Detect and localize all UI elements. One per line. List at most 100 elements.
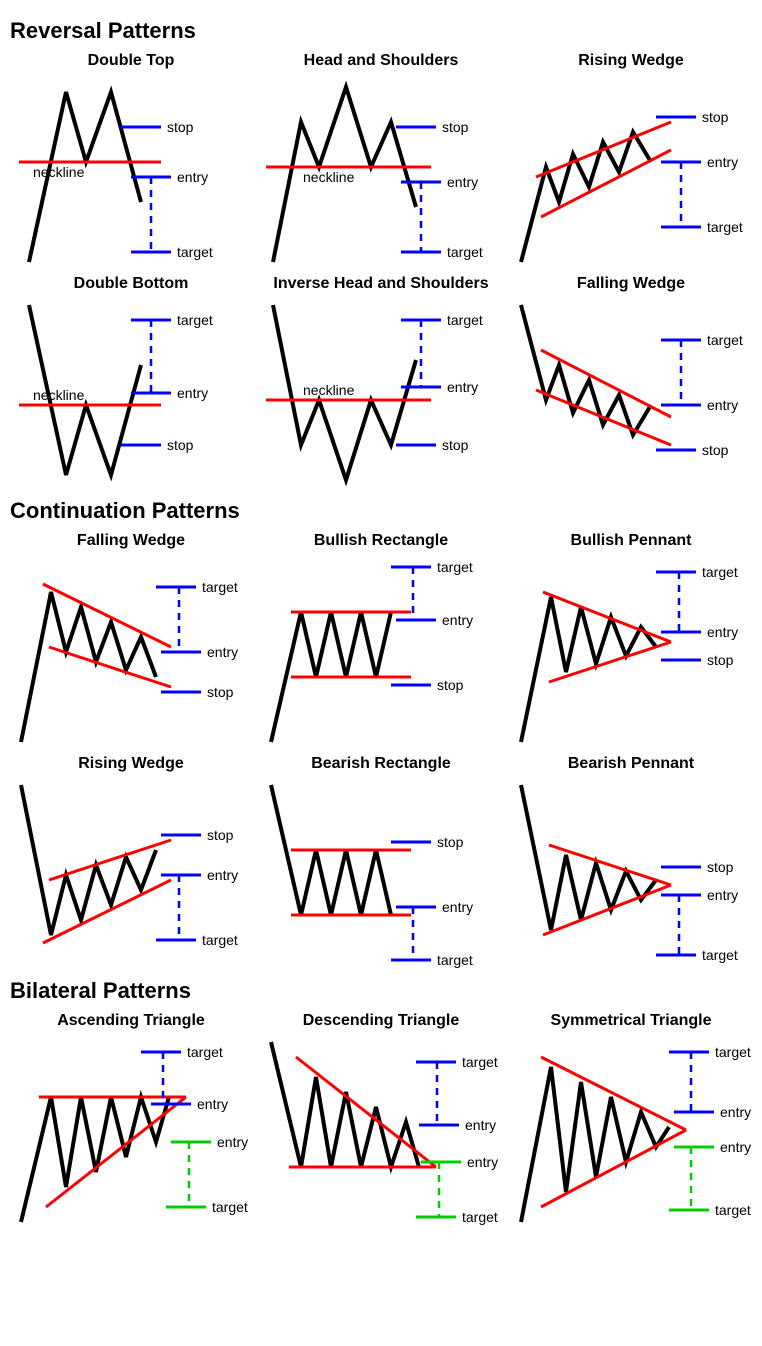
pattern-grid: Double TopstopentrytargetnecklineHead an… (10, 48, 752, 490)
pattern-cell-double-bottom: Double Bottomtargetentrystopneckline (10, 271, 252, 490)
entry-label: entry (707, 624, 738, 640)
target-label: target (202, 579, 238, 595)
target-label-alt: target (212, 1199, 248, 1215)
trend-line (536, 122, 671, 177)
stop-label: stop (702, 442, 729, 458)
pattern-diagram: stop entry target (11, 775, 251, 970)
stop-label: stop (207, 827, 234, 843)
entry-label: entry (442, 899, 473, 915)
pattern-cell-falling-wedge-rev: Falling Wedge targetentrystop (510, 271, 752, 490)
neckline-label: neckline (303, 382, 355, 398)
target-label: target (707, 219, 743, 235)
stop-label: stop (167, 119, 194, 135)
target-label: target (187, 1044, 223, 1060)
target-label-alt: target (462, 1209, 498, 1225)
target-label: target (202, 932, 238, 948)
entry-label: entry (707, 887, 738, 903)
section-title: Bilateral Patterns (10, 978, 752, 1004)
price-line (521, 1067, 669, 1222)
target-label: target (177, 312, 213, 328)
pattern-cell-bearish-rect: Bearish Rectanglestopentrytarget (260, 751, 502, 970)
entry-label: entry (720, 1104, 751, 1120)
stop-label: stop (707, 859, 734, 875)
pattern-title: Double Top (88, 52, 175, 70)
neckline-label: neckline (33, 387, 85, 403)
pattern-diagram: target entry stop neckline (261, 295, 501, 490)
trend-line (541, 350, 671, 417)
pattern-title: Double Bottom (74, 275, 189, 293)
pattern-diagram: targetentrystopneckline (11, 295, 251, 490)
price-line (271, 1042, 419, 1167)
pattern-cell-rising-wedge-cont: Rising Wedge stop entry target (10, 751, 252, 970)
pattern-diagram: targetentrystop (261, 552, 501, 747)
pattern-diagram: target entry stop (11, 552, 251, 747)
entry-label: entry (177, 169, 208, 185)
stop-label: stop (207, 684, 234, 700)
pattern-cell-bullish-pennant: Bullish Pennant target entry stop (510, 528, 752, 747)
pattern-title: Ascending Triangle (57, 1012, 205, 1030)
entry-label-alt: entry (217, 1134, 248, 1150)
pattern-title: Bullish Pennant (571, 532, 692, 550)
entry-label: entry (465, 1117, 496, 1133)
target-label: target (707, 332, 743, 348)
target-label-alt: target (715, 1202, 751, 1218)
pattern-diagram: targetentryentrytarget (261, 1032, 501, 1227)
stop-label: stop (442, 437, 469, 453)
trend-line (541, 1057, 686, 1130)
target-label: target (447, 244, 483, 260)
pattern-diagram: stopentrytargetneckline (261, 72, 501, 267)
pattern-cell-sym-triangle: Symmetrical Triangletargetentryentrytarg… (510, 1008, 752, 1227)
pattern-diagram: target entry entry target (11, 1032, 251, 1227)
pattern-cell-inv-head-shoulders: Inverse Head and Shoulderstargetentrysto… (260, 271, 502, 490)
pattern-cell-falling-wedge-cont: Falling Wedge target entry stop (10, 528, 252, 747)
pattern-title: Falling Wedge (77, 532, 185, 550)
stop-label: stop (702, 109, 729, 125)
entry-label: entry (447, 174, 478, 190)
pattern-title: Bearish Pennant (568, 755, 694, 773)
pattern-grid: Ascending Triangletargetentryentrytarget… (10, 1008, 752, 1227)
pattern-grid: Falling WedgetargetentrystopBullish Rect… (10, 528, 752, 970)
pattern-diagram: target entry entry target (511, 1032, 751, 1227)
target-label: target (702, 564, 738, 580)
target-label: target (462, 1054, 498, 1070)
pattern-title: Falling Wedge (577, 275, 685, 293)
section-title: Continuation Patterns (10, 498, 752, 524)
pattern-cell-bearish-pennant: Bearish Pennant stop entry target (510, 751, 752, 970)
entry-label: entry (447, 379, 478, 395)
target-label: target (715, 1044, 751, 1060)
pattern-diagram: targetentrystop (511, 295, 751, 490)
pattern-cell-desc-triangle: Descending Triangletargetentryentrytarge… (260, 1008, 502, 1227)
entry-label: entry (197, 1096, 228, 1112)
pattern-diagram: target entry stop (511, 552, 751, 747)
stop-label: stop (437, 677, 464, 693)
entry-label: entry (207, 867, 238, 883)
stop-label: stop (167, 437, 194, 453)
price-line (21, 1097, 169, 1222)
pattern-cell-bullish-rect: Bullish Rectangle targetentrystop (260, 528, 502, 747)
section-title: Reversal Patterns (10, 18, 752, 44)
price-line (21, 592, 156, 742)
pattern-title: Rising Wedge (78, 755, 184, 773)
pattern-diagram: stopentrytarget (511, 72, 751, 267)
pattern-cell-double-top: Double Topstopentrytargetneckline (10, 48, 252, 267)
stop-label: stop (707, 652, 734, 668)
pattern-title: Bullish Rectangle (314, 532, 448, 550)
neckline-label: neckline (33, 164, 85, 180)
price-line (521, 305, 651, 435)
pattern-cell-head-shoulders: Head and Shouldersstopentrytargetnecklin… (260, 48, 502, 267)
pattern-cell-rising-wedge-rev: Rising Wedgestopentrytarget (510, 48, 752, 267)
entry-label-alt: entry (720, 1139, 751, 1155)
target-label: target (447, 312, 483, 328)
stop-label: stop (442, 119, 469, 135)
target-label: target (702, 947, 738, 963)
pattern-title: Bearish Rectangle (311, 755, 451, 773)
stop-label: stop (437, 834, 464, 850)
price-line (21, 785, 156, 935)
entry-label: entry (207, 644, 238, 660)
pattern-diagram: stop entry target (511, 775, 751, 970)
target-label: target (437, 559, 473, 575)
pattern-title: Symmetrical Triangle (551, 1012, 712, 1030)
trend-line (536, 390, 671, 445)
price-line (521, 132, 651, 262)
pattern-title: Descending Triangle (303, 1012, 459, 1030)
